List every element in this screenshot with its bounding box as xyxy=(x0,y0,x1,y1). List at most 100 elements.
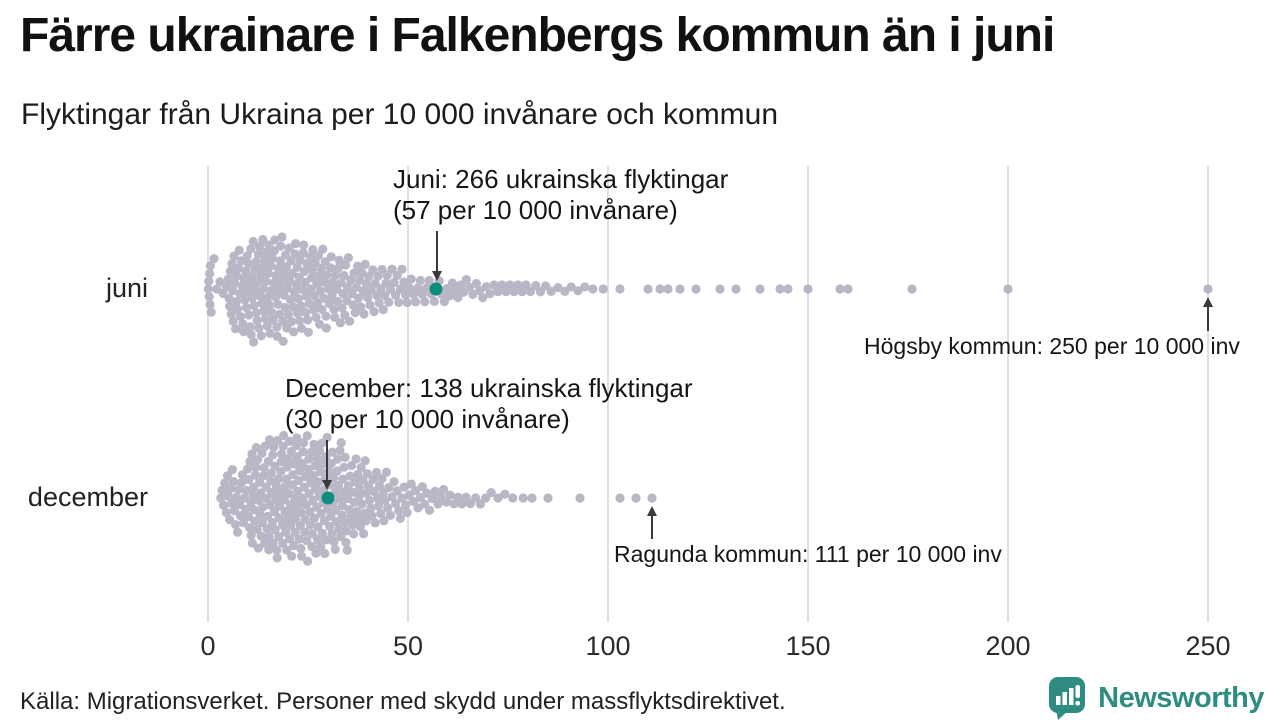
data-dot xyxy=(835,284,845,294)
data-dot xyxy=(266,261,276,271)
data-dot xyxy=(457,499,467,509)
data-dot xyxy=(391,290,401,300)
data-dot xyxy=(255,509,265,520)
data-dot xyxy=(206,307,216,317)
data-dot xyxy=(355,522,365,532)
data-dot xyxy=(227,464,237,475)
data-dot xyxy=(288,469,298,480)
data-dot xyxy=(259,463,269,473)
data-dot xyxy=(262,321,272,331)
data-dot xyxy=(351,282,361,292)
data-dot xyxy=(375,481,385,491)
data-dot xyxy=(321,535,331,545)
data-dot xyxy=(278,538,288,548)
data-dot xyxy=(299,266,309,277)
data-dot xyxy=(329,537,339,547)
data-dot xyxy=(368,474,378,485)
data-dot xyxy=(278,336,288,346)
data-dot xyxy=(284,436,294,446)
data-dot xyxy=(334,255,344,265)
data-dot xyxy=(295,316,305,326)
data-dot xyxy=(485,289,495,299)
data-dot xyxy=(259,470,269,481)
data-dot xyxy=(367,511,377,521)
data-dot xyxy=(246,329,256,340)
data-dot xyxy=(244,474,254,485)
data-dot xyxy=(248,236,258,247)
data-dot xyxy=(252,316,262,326)
data-dot xyxy=(281,527,291,537)
data-dot xyxy=(349,529,359,539)
data-dot xyxy=(425,505,435,515)
data-dot xyxy=(465,282,475,292)
data-dot xyxy=(276,241,286,251)
data-dot xyxy=(253,455,263,465)
data-dot xyxy=(303,464,313,474)
data-dot xyxy=(333,296,343,306)
data-dot xyxy=(356,462,366,472)
data-dot xyxy=(381,278,391,288)
data-dot xyxy=(290,493,300,503)
data-dot xyxy=(509,287,519,297)
data-dot xyxy=(263,292,273,303)
data-dot xyxy=(374,298,384,308)
arrow-ragunda-head xyxy=(647,506,657,516)
data-dot xyxy=(274,532,284,542)
data-dot xyxy=(269,442,279,452)
data-dot xyxy=(250,264,260,275)
data-dot xyxy=(546,286,556,296)
axis-tick-label: 150 xyxy=(785,631,831,661)
data-dot xyxy=(302,431,312,441)
data-dot xyxy=(240,295,250,305)
data-dot xyxy=(350,308,360,318)
data-dot xyxy=(429,296,439,306)
data-dot xyxy=(277,520,287,530)
data-dot xyxy=(439,484,449,495)
data-dot xyxy=(314,477,324,487)
data-dot xyxy=(261,247,271,257)
data-dot xyxy=(377,264,387,275)
arrow-juni-highlight-head xyxy=(432,271,442,281)
data-dot xyxy=(404,490,414,500)
data-dot xyxy=(475,285,485,296)
data-dot xyxy=(344,505,354,515)
source-note: Källa: Migrationsverket. Personer med sk… xyxy=(20,688,786,715)
data-dot xyxy=(231,324,241,334)
data-dot xyxy=(238,319,248,329)
chart-title: Färre ukrainare i Falkenbergs kommun än … xyxy=(20,9,1055,62)
data-dot xyxy=(205,261,215,271)
data-dot xyxy=(272,553,282,563)
data-dot xyxy=(389,477,399,487)
data-dot xyxy=(204,292,214,302)
logo-exclamation-icon xyxy=(1075,685,1081,698)
data-dot xyxy=(392,486,402,496)
data-dot xyxy=(316,508,326,519)
data-dot xyxy=(588,284,598,294)
data-dot xyxy=(387,264,397,274)
data-dot xyxy=(290,249,300,259)
data-dot xyxy=(543,493,553,503)
data-dot xyxy=(220,478,230,488)
data-dot xyxy=(310,460,320,471)
data-dot xyxy=(224,293,234,304)
data-dot xyxy=(308,495,318,506)
annotation-hogsby-max: Högsby kommun: 250 per 10 000 inv xyxy=(864,333,1240,359)
data-dot xyxy=(295,521,305,531)
data-dot xyxy=(369,307,379,317)
data-dot xyxy=(263,268,273,278)
data-dot xyxy=(299,482,309,492)
data-dot xyxy=(307,542,317,552)
data-dot xyxy=(445,490,455,500)
data-dot xyxy=(343,481,353,491)
data-dot xyxy=(289,287,299,297)
data-dot xyxy=(291,238,301,249)
data-dot xyxy=(394,297,404,308)
data-dot xyxy=(513,280,523,290)
data-dot xyxy=(327,529,337,539)
data-dot xyxy=(339,462,349,472)
data-dot xyxy=(226,309,236,319)
data-dot xyxy=(245,322,255,332)
data-dot xyxy=(225,301,235,311)
data-dot xyxy=(284,243,294,253)
data-dot xyxy=(275,488,285,498)
